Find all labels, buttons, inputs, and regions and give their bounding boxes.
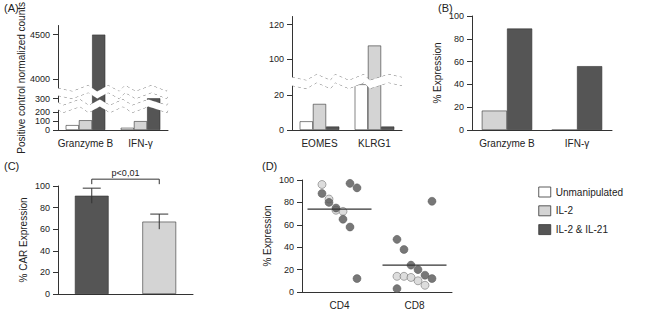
svg-text:80: 80 [284,197,294,207]
svg-text:80: 80 [454,34,464,44]
svg-text:0: 0 [279,125,284,135]
svg-text:Granzyme B: Granzyme B [479,138,535,149]
svg-text:(C): (C) [4,160,19,172]
svg-text:0: 0 [45,125,50,135]
svg-text:EOMES: EOMES [301,138,337,149]
svg-text:0: 0 [45,289,50,299]
svg-text:Positive control normalized co: Positive control normalized counts [16,2,27,154]
svg-text:120: 120 [269,20,284,30]
svg-text:100: 100 [269,54,284,64]
svg-text:100: 100 [35,116,50,126]
svg-text:% CAR Expression: % CAR Expression [18,197,29,282]
svg-text:CD4: CD4 [329,300,349,311]
svg-text:300: 300 [35,94,50,104]
svg-text:60: 60 [40,224,50,234]
svg-text:20: 20 [284,265,294,275]
svg-text:IL-2: IL-2 [556,205,574,216]
svg-text:60: 60 [284,220,294,230]
svg-text:20: 20 [274,90,284,100]
svg-text:IFN-γ: IFN-γ [128,138,152,149]
svg-text:100: 100 [35,181,50,191]
svg-text:4500: 4500 [30,30,50,40]
svg-text:40: 40 [284,242,294,252]
svg-text:IFN-γ: IFN-γ [565,138,589,149]
svg-text:40: 40 [454,79,464,89]
svg-text:p<0,01: p<0,01 [112,168,140,178]
svg-text:20: 20 [454,102,464,112]
svg-text:(A): (A) [4,1,19,14]
svg-text:100: 100 [279,175,294,185]
svg-text:Unmanipulated: Unmanipulated [556,187,623,198]
svg-text:% Expression: % Expression [432,42,443,103]
svg-text:4000: 4000 [30,74,50,84]
svg-text:20: 20 [40,267,50,277]
svg-text:80: 80 [40,203,50,213]
svg-text:40: 40 [40,246,50,256]
svg-text:KLRG1: KLRG1 [358,138,391,149]
svg-text:60: 60 [454,57,464,67]
svg-text:0: 0 [459,125,464,135]
svg-text:% Expression: % Expression [262,205,273,266]
svg-text:(B): (B) [438,1,453,14]
svg-text:Granzyme B: Granzyme B [58,138,114,149]
svg-text:CD8: CD8 [404,300,424,311]
svg-text:200: 200 [35,107,50,117]
svg-text:100: 100 [449,11,464,21]
svg-text:IL-2 & IL-21: IL-2 & IL-21 [556,224,609,235]
svg-text:(D): (D) [262,160,277,172]
svg-text:0: 0 [289,287,294,297]
